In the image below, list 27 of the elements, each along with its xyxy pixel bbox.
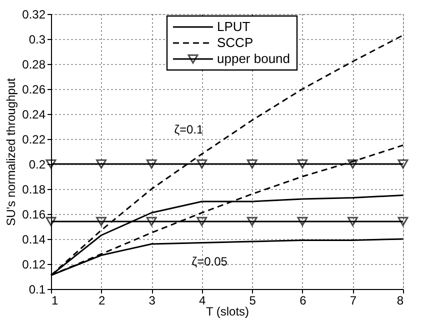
x-tick-label: 2 — [98, 294, 106, 308]
y-axis-title: SU's normalized throughput — [4, 77, 18, 226]
x-tick-label: 1 — [52, 294, 58, 308]
y-tick-label: 0.1 — [28, 282, 46, 296]
y-tick-label: 0.32 — [22, 8, 46, 22]
y-tick-label: 0.2 — [28, 158, 46, 172]
y-tick-label: 0.22 — [22, 132, 46, 146]
x-tick-label: 5 — [249, 294, 256, 308]
y-tick-label: 0.3 — [28, 32, 46, 46]
x-axis-title: T (slots) — [206, 304, 250, 318]
x-tick-label: 7 — [350, 294, 357, 308]
x-tick-label: 8 — [396, 294, 404, 308]
annotation: ζ=0.1 — [174, 122, 204, 136]
y-tick-label: 0.14 — [22, 232, 46, 246]
annotation: ζ=0.05 — [192, 254, 228, 268]
x-tick-label: 4 — [199, 294, 206, 308]
y-tick-label: 0.16 — [22, 208, 46, 222]
y-tick-label: 0.18 — [22, 182, 46, 196]
y-tick-label: 0.12 — [22, 258, 46, 272]
x-tick-label: 6 — [300, 294, 307, 308]
y-tick-label: 0.26 — [22, 82, 46, 96]
y-tick-label: 0.24 — [22, 108, 46, 122]
y-tick-label: 0.28 — [22, 58, 46, 72]
legend-label: upper bound — [217, 51, 290, 66]
legend-label: LPUT — [217, 19, 250, 34]
legend-label: SCCP — [217, 35, 254, 50]
x-tick-label: 3 — [148, 294, 156, 308]
